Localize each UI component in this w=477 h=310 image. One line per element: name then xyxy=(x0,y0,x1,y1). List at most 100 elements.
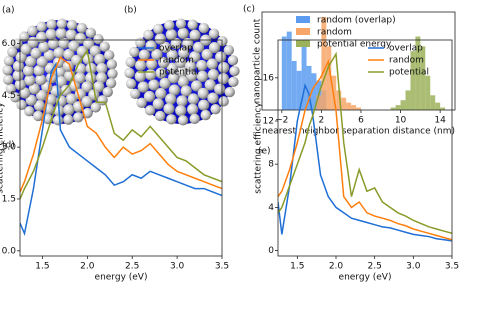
sphere xyxy=(2,65,13,76)
legend-label: random (overlap) xyxy=(317,16,396,26)
sphere xyxy=(148,79,160,91)
sphere xyxy=(63,104,75,116)
sphere xyxy=(146,58,158,70)
axes-frame xyxy=(19,39,223,257)
sphere xyxy=(136,97,147,109)
sphere xyxy=(93,33,104,45)
sphere xyxy=(90,102,101,113)
sphere xyxy=(166,114,177,125)
x-tick-label: 2.0 xyxy=(329,262,344,272)
y-tick-label: 8 xyxy=(268,160,274,170)
sphere xyxy=(178,47,190,59)
sphere xyxy=(155,67,167,79)
sphere xyxy=(15,51,27,63)
sphere xyxy=(207,69,219,81)
sphere xyxy=(95,72,108,84)
sphere xyxy=(184,60,196,72)
sphere xyxy=(189,51,201,63)
sphere xyxy=(56,18,68,29)
sphere xyxy=(129,46,140,58)
sphere xyxy=(28,83,40,95)
sphere xyxy=(65,93,78,105)
legend-label: overlap xyxy=(159,44,193,54)
sphere xyxy=(89,45,101,57)
histogram-bar xyxy=(410,51,416,110)
sphere xyxy=(154,110,166,122)
y-tick-label: 1.5 xyxy=(2,194,16,204)
sphere xyxy=(166,62,178,74)
histogram-bar xyxy=(346,102,352,110)
plot-area xyxy=(278,51,452,242)
histogram-bar xyxy=(306,65,312,110)
sphere xyxy=(12,60,25,72)
sphere xyxy=(19,87,31,99)
sphere xyxy=(144,105,156,116)
sphere xyxy=(10,92,21,103)
sphere xyxy=(196,70,209,82)
sphere xyxy=(170,37,182,50)
histogram-bar xyxy=(326,46,332,110)
line-series xyxy=(278,82,452,242)
sphere xyxy=(83,38,95,50)
sphere xyxy=(36,21,47,32)
sphere xyxy=(104,49,115,61)
sphere xyxy=(145,40,157,52)
x-tick-label: 3.5 xyxy=(215,262,229,272)
sphere xyxy=(36,89,48,102)
sphere xyxy=(105,77,117,89)
sphere xyxy=(180,85,192,97)
sphere xyxy=(204,79,216,91)
sphere xyxy=(45,28,57,40)
sphere xyxy=(143,90,156,103)
sphere xyxy=(200,109,211,121)
sphere xyxy=(94,53,106,65)
histogram-bar xyxy=(286,31,292,110)
sphere xyxy=(22,65,35,77)
sphere xyxy=(66,19,78,31)
y-tick-label: 16 xyxy=(263,73,275,83)
plot-area xyxy=(20,48,222,237)
sphere xyxy=(138,49,150,61)
y-tick-label: 4.5 xyxy=(2,91,16,101)
sphere xyxy=(196,59,208,72)
sphere xyxy=(93,81,105,93)
sphere xyxy=(228,76,239,88)
sphere xyxy=(27,36,39,48)
sphere xyxy=(135,59,147,71)
sphere xyxy=(5,83,16,95)
sphere xyxy=(74,32,87,44)
sphere xyxy=(187,19,198,30)
x-tick-label: 2.5 xyxy=(125,262,139,272)
x-tick-label: 2.5 xyxy=(368,262,382,272)
sphere xyxy=(198,22,210,34)
sphere xyxy=(177,75,189,88)
sphere xyxy=(85,72,97,84)
sphere xyxy=(50,85,62,97)
sphere xyxy=(208,41,221,54)
sphere xyxy=(25,55,37,68)
sphere xyxy=(152,98,164,110)
sphere xyxy=(153,23,164,35)
sphere xyxy=(191,80,203,92)
sphere xyxy=(168,72,180,84)
histogram-bar xyxy=(321,16,327,110)
sphere xyxy=(81,81,93,93)
sphere xyxy=(24,74,36,86)
sphere xyxy=(137,81,149,93)
sphere xyxy=(99,41,110,52)
sphere xyxy=(44,62,56,74)
sphere xyxy=(36,56,48,68)
histogram-bar xyxy=(435,102,441,110)
axes-frame xyxy=(261,11,456,111)
sphere xyxy=(176,66,188,78)
x-tick-label: 6 xyxy=(358,116,364,126)
panel-label: (b) xyxy=(124,6,137,16)
x-tick-label: 3.5 xyxy=(445,262,459,272)
histogram-bar xyxy=(400,100,406,110)
sphere xyxy=(43,49,55,61)
y-tick-label: 12 xyxy=(263,117,274,127)
sphere xyxy=(7,46,18,58)
x-tick-label: 3.0 xyxy=(170,262,185,272)
sphere xyxy=(176,95,188,107)
